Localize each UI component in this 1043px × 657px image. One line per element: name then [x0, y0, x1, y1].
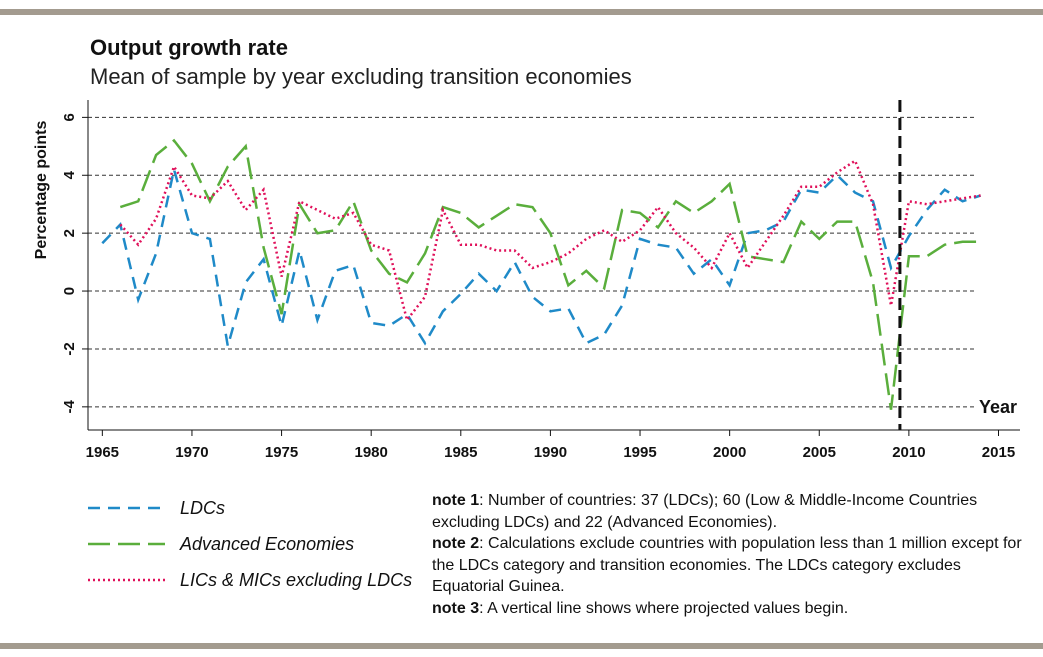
y-tick-label: 0 [61, 287, 78, 295]
note: note 2: Calculations exclude countries w… [432, 533, 1027, 598]
y-tick-label: 4 [61, 170, 78, 179]
note: note 3: A vertical line shows where proj… [432, 598, 1027, 620]
chart-subtitle: Mean of sample by year excluding transit… [90, 64, 632, 89]
x-tick-label: 2000 [713, 444, 746, 461]
x-tick-label: 1995 [623, 444, 656, 461]
x-axis-label: Year [979, 397, 1017, 417]
note-label: note 2 [432, 535, 480, 552]
series-line [101, 169, 981, 347]
x-tick-label: 2010 [892, 444, 925, 461]
top-rule [0, 9, 1043, 15]
note-text: : A vertical line shows where projected … [479, 599, 849, 617]
y-axis-label: Percentage points [33, 121, 50, 260]
x-tick-label: 1990 [534, 444, 567, 461]
note-label: note 3 [432, 599, 480, 617]
note-text: : Calculations exclude countries with po… [432, 535, 1022, 595]
chart-title: Output growth rate [90, 35, 288, 60]
legend-label: LDCs [180, 498, 225, 518]
x-tick-label: 1965 [86, 444, 119, 461]
note: note 1: Number of countries: 37 (LDCs); … [432, 490, 1027, 533]
series-line [119, 158, 981, 323]
x-tick-label: 1985 [444, 444, 477, 461]
x-tick-label: 1975 [265, 444, 298, 461]
x-tick-label: 2005 [803, 444, 836, 461]
notes: note 1: Number of countries: 37 (LDCs); … [432, 490, 1027, 619]
legend-label: Advanced Economies [179, 534, 354, 554]
legend-label: LICs & MICs excluding LDCs [180, 570, 412, 590]
y-tick-label: -4 [61, 400, 78, 414]
y-tick-label: -2 [61, 342, 78, 355]
x-tick-label: 1970 [175, 444, 208, 461]
note-text: : Number of countries: 37 (LDCs); 60 (Lo… [432, 492, 978, 531]
x-tick-label: 1980 [354, 444, 387, 461]
note-label: note 1 [432, 492, 480, 509]
y-tick-label: 6 [61, 113, 78, 121]
bottom-rule [0, 643, 1043, 649]
y-tick-label: 2 [61, 229, 78, 237]
series-line [119, 138, 981, 410]
x-tick-label: 2015 [982, 444, 1015, 461]
